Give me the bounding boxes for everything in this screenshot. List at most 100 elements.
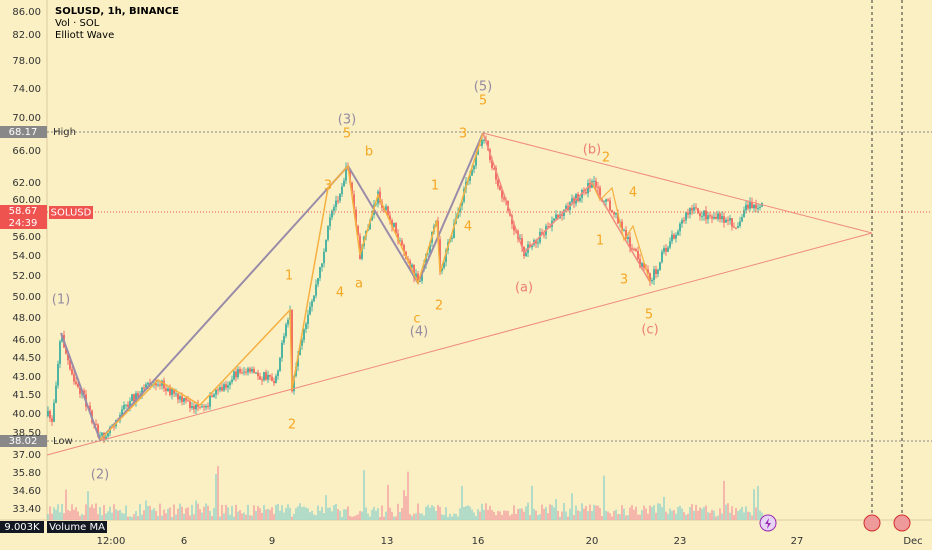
price-tick-label: 50.00 [12, 292, 41, 303]
volume-bar [331, 511, 333, 520]
price-tick-label: 33.40 [12, 504, 41, 515]
candle-body [413, 264, 415, 278]
candle-body [609, 200, 611, 211]
volume-bar [691, 503, 693, 520]
candle-body [147, 383, 149, 385]
wave-label: b [365, 145, 373, 160]
volume-bar [139, 504, 141, 520]
candle-body [757, 207, 759, 209]
price-tick-label: 34.60 [12, 486, 41, 497]
volume-bar [575, 505, 577, 520]
event-icon[interactable] [893, 514, 911, 532]
time-tick-label: 13 [381, 536, 394, 547]
candle-body [743, 210, 745, 218]
candle-body [429, 242, 431, 254]
volume-bar [83, 515, 85, 520]
volume-bar [305, 507, 307, 520]
candle-body [257, 372, 259, 377]
volume-bar [351, 516, 353, 520]
candle-body [159, 384, 161, 386]
volume-bar [499, 511, 501, 520]
volume-bar [441, 514, 443, 520]
volume-bar [161, 515, 163, 520]
volume-bar [205, 503, 207, 520]
wave-label: (3) [338, 113, 356, 128]
volume-bar [559, 516, 561, 520]
candle-body [125, 404, 127, 406]
candle-body [275, 376, 277, 384]
candle-body [259, 376, 261, 380]
volume-bar [223, 513, 225, 520]
high-label: High [53, 127, 76, 138]
badge-high: 68.17 High [0, 126, 76, 138]
wave-label: 2 [288, 418, 296, 433]
candle-body [537, 242, 539, 244]
volume-bar [731, 506, 733, 520]
volume-bar [613, 511, 615, 520]
candle-body [317, 278, 319, 285]
candle-body [357, 226, 359, 236]
volume-bar [469, 506, 471, 520]
candle-body [391, 220, 393, 227]
candle-body [371, 215, 373, 221]
candle-body [217, 389, 219, 391]
price-tick-label: 56.00 [12, 232, 41, 243]
high-price: 68.17 [9, 127, 38, 138]
volume-bar [457, 516, 459, 520]
wave-label: 5 [479, 94, 487, 109]
candle-body [353, 194, 355, 210]
volume-bar [359, 511, 361, 520]
volume-bar [217, 466, 219, 520]
volume-bar [753, 489, 755, 520]
event-icon[interactable] [863, 514, 881, 532]
candle-body [629, 237, 631, 249]
candle-body [261, 379, 263, 381]
volume-bar [721, 513, 723, 520]
wave-label: 1 [285, 269, 293, 284]
volume-title: Vol · SOL [55, 18, 100, 29]
candle-body [725, 219, 727, 223]
candle-body [107, 433, 109, 437]
volume-bar [505, 510, 507, 520]
candle-body [137, 393, 139, 398]
candle-body [155, 383, 157, 386]
candle-body [663, 248, 665, 252]
candle-body [675, 234, 677, 239]
wave-label: 4 [336, 286, 344, 301]
volume-bar [535, 510, 537, 520]
volume-bar [685, 514, 687, 520]
volume-bar [307, 508, 309, 520]
volume-bar [315, 515, 317, 520]
candle-body [513, 224, 515, 231]
volume-bar [333, 505, 335, 520]
candle-body [279, 357, 281, 371]
volume-bar [231, 505, 233, 520]
candle-body [339, 193, 341, 201]
candle-body [379, 191, 381, 203]
candle-body [579, 197, 581, 201]
candle-body [325, 239, 327, 252]
volume-bar [695, 504, 697, 520]
candle-body [65, 347, 67, 354]
volume-bar [85, 504, 87, 520]
volume-bar [425, 506, 427, 520]
symbol-title: SOLUSD, 1h, BINANCE [55, 6, 179, 17]
candle-body [311, 301, 313, 307]
volume-bar [243, 512, 245, 520]
volume-bar [451, 516, 453, 520]
candle-body [309, 306, 311, 315]
wave-label: (2) [91, 468, 109, 483]
candle-body [121, 409, 123, 415]
volume-bar [239, 510, 241, 520]
candle-body [355, 209, 357, 227]
candle-body [753, 204, 755, 209]
volume-bar [491, 510, 493, 520]
candle-body [605, 199, 607, 202]
volume-bar [507, 510, 509, 520]
volume-bar [369, 516, 371, 520]
candle-body [637, 250, 639, 259]
volume-bar [561, 511, 563, 520]
volume-bar [531, 485, 533, 520]
candle-body [641, 263, 643, 267]
time-tick-label: 6 [181, 536, 187, 547]
